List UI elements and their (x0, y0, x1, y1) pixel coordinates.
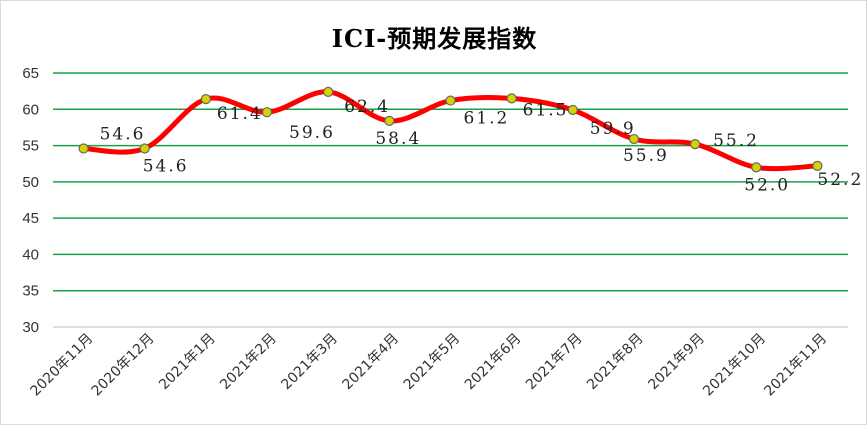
data-label: 55.2 (713, 131, 759, 151)
data-point-marker (690, 139, 701, 150)
x-tick-label: 2021年10月 (700, 331, 769, 400)
x-tick-label: 2021年6月 (462, 331, 525, 394)
x-tick-label: 2021年4月 (340, 331, 403, 394)
x-tick-label: 2020年12月 (89, 331, 158, 400)
y-tick-label: 60 (22, 101, 39, 118)
y-tick-label: 35 (22, 283, 39, 300)
x-tick-label: 2021年2月 (217, 331, 280, 394)
y-tick-label: 55 (22, 138, 39, 155)
data-point-marker (567, 104, 578, 116)
data-point-marker (261, 107, 273, 118)
data-point-marker (628, 133, 640, 145)
data-label: 59.6 (289, 123, 335, 143)
x-tick-label: 2021年11月 (761, 331, 830, 400)
x-tick-label: 2021年5月 (401, 331, 464, 394)
x-tick-label: 2021年1月 (156, 331, 219, 394)
chart-title: ICI-预期发展指数 (331, 24, 538, 53)
y-tick-label: 40 (22, 246, 39, 263)
data-point-marker (751, 162, 762, 173)
data-point-marker (78, 143, 89, 154)
y-tick-label: 50 (22, 174, 39, 191)
data-point-marker (384, 115, 395, 126)
data-point-marker (323, 86, 334, 97)
x-tick-label: 2021年7月 (523, 331, 586, 394)
data-label: 61.2 (464, 109, 510, 129)
data-label: 55.9 (623, 146, 669, 166)
data-label: 54.6 (100, 124, 146, 144)
data-label: 61.5 (523, 100, 569, 120)
data-label: 54.6 (143, 156, 189, 176)
x-tick-label: 2020年11月 (27, 331, 96, 400)
x-tick-label: 2021年9月 (645, 331, 708, 394)
data-point-marker (812, 160, 823, 171)
data-point-marker (200, 94, 211, 105)
x-tick-label: 2021年3月 (278, 331, 341, 394)
x-tick-label: 2021年8月 (584, 331, 647, 394)
data-point-marker (506, 93, 517, 104)
data-point-marker (139, 143, 150, 154)
y-tick-label: 45 (22, 210, 39, 227)
y-tick-label: 30 (22, 319, 39, 336)
data-label: 58.4 (375, 129, 421, 149)
data-label: 52.0 (744, 175, 790, 195)
data-label: 61.4 (217, 104, 263, 124)
data-label: 59.9 (590, 119, 636, 139)
data-point-marker (445, 95, 456, 106)
data-label: 62.4 (344, 97, 390, 117)
data-label: 52.2 (817, 170, 863, 190)
y-tick-label: 65 (22, 65, 39, 82)
